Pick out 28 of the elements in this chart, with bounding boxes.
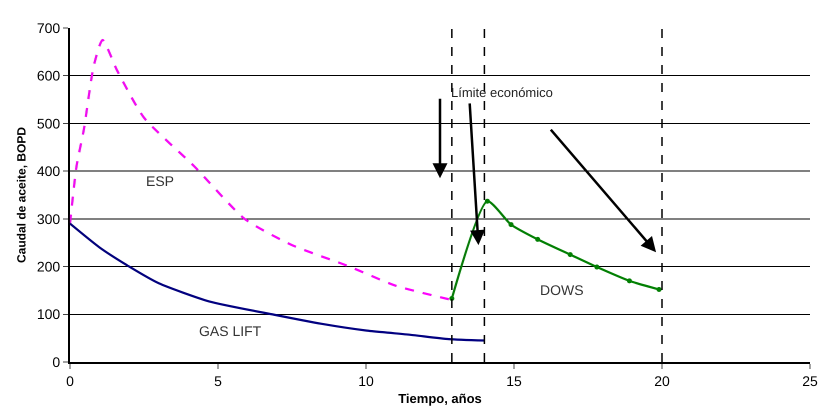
series-label: GAS LIFT <box>199 323 262 339</box>
point <box>594 264 600 270</box>
y-tick-label: 600 <box>36 68 60 84</box>
x-tick-label: 5 <box>214 372 222 389</box>
y-tick-label: 700 <box>36 20 60 36</box>
x-tick-label: 20 <box>654 372 670 389</box>
point <box>508 222 514 228</box>
series-label: ESP <box>146 173 174 189</box>
x-tick-label: 15 <box>506 372 522 389</box>
annotation: Límite económico <box>451 85 553 100</box>
point <box>484 198 490 204</box>
x-tick-label: 10 <box>358 372 374 389</box>
point <box>535 236 540 242</box>
x-tick-label: 25 <box>802 372 818 389</box>
x-axis-title: Tiempo, años <box>398 390 482 406</box>
point <box>626 278 632 284</box>
x-tick-label: 0 <box>66 372 74 389</box>
series-label: DOWS <box>540 282 584 298</box>
y-tick-label: 0 <box>52 354 60 370</box>
y-tick-label: 500 <box>36 115 60 132</box>
y-tick-label: 300 <box>36 210 60 227</box>
y-tick-label: 100 <box>36 306 60 322</box>
point <box>656 286 662 292</box>
y-tick-label: 200 <box>36 258 60 274</box>
line-series <box>70 222 486 342</box>
y-tick-label: 400 <box>36 163 60 180</box>
y-axis-title: Caudal de aceite, BOPD <box>14 126 29 264</box>
point <box>568 252 573 258</box>
